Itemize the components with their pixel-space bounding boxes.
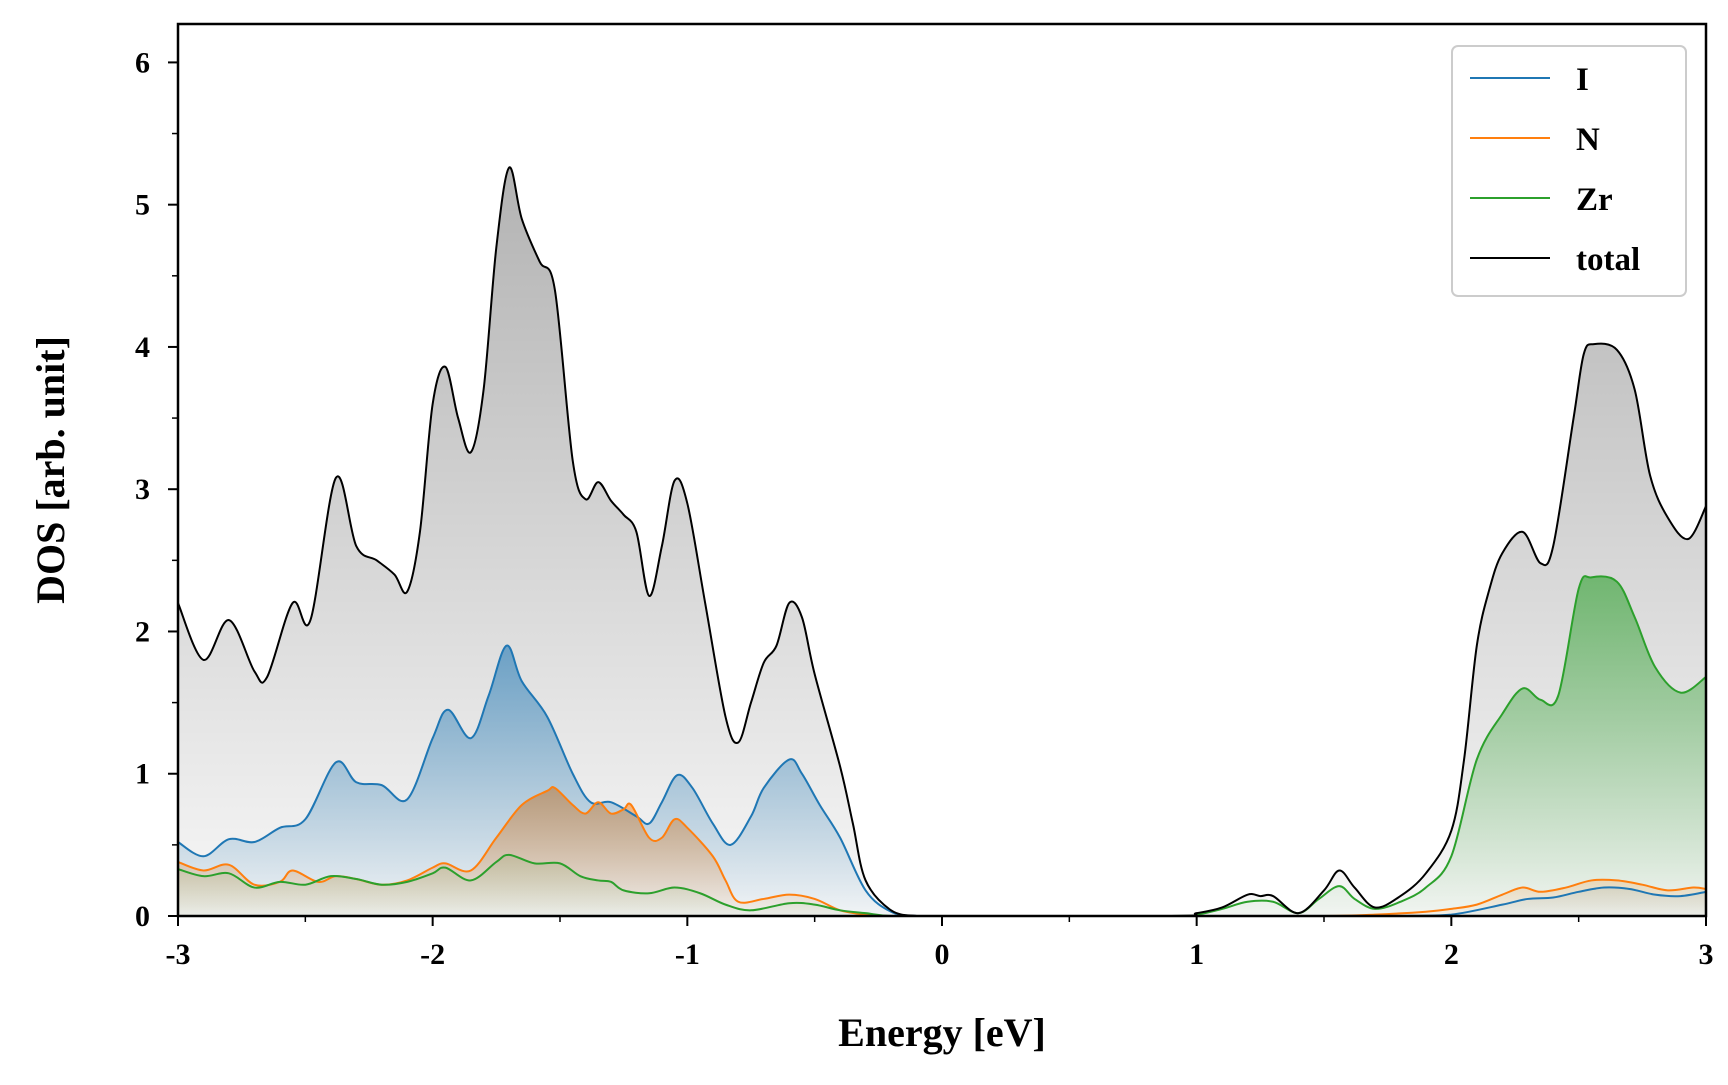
x-tick-label: 3 [1699,938,1714,971]
y-tick-label: 0 [135,900,150,933]
x-tick-label: -3 [166,938,191,971]
x-tick-label: -2 [420,938,445,971]
series-line-total [178,166,1706,916]
x-tick-label: 0 [935,938,950,971]
x-axis-title: Energy [eV] [838,1010,1046,1055]
y-tick-label: 1 [135,758,150,791]
y-axis-title: DOS [arb. unit] [28,336,73,604]
lines-layer [178,166,1706,916]
y-tick-label: 5 [135,189,150,222]
x-tick-label: 1 [1189,938,1204,971]
legend-label-n: N [1576,122,1600,158]
axes-layer: -3 -2 -1 0 1 2 3 0 1 2 3 4 5 6 Energy [eV] DOS [arb. un… [28,22,1714,1055]
legend-label-zr: Zr [1576,182,1613,218]
legend-box [1451,45,1687,297]
x-tick-label: -1 [675,938,700,971]
fills-layer [178,167,1706,916]
legend-label-i: I [1576,62,1589,98]
y-tick-label: 4 [135,331,150,364]
y-tick-label: 2 [135,615,150,648]
series-line-i [178,644,1706,916]
y-tick-label: 6 [135,46,150,79]
series-fill-total [178,167,1706,916]
legend-layer: IN Zr total [1451,45,1687,297]
x-tick-label: 2 [1444,938,1459,971]
y-tick-label: 3 [135,473,150,506]
series-fill-i [178,645,1706,916]
series-line-zr [178,575,1706,916]
legend-label-total: total [1576,242,1640,278]
